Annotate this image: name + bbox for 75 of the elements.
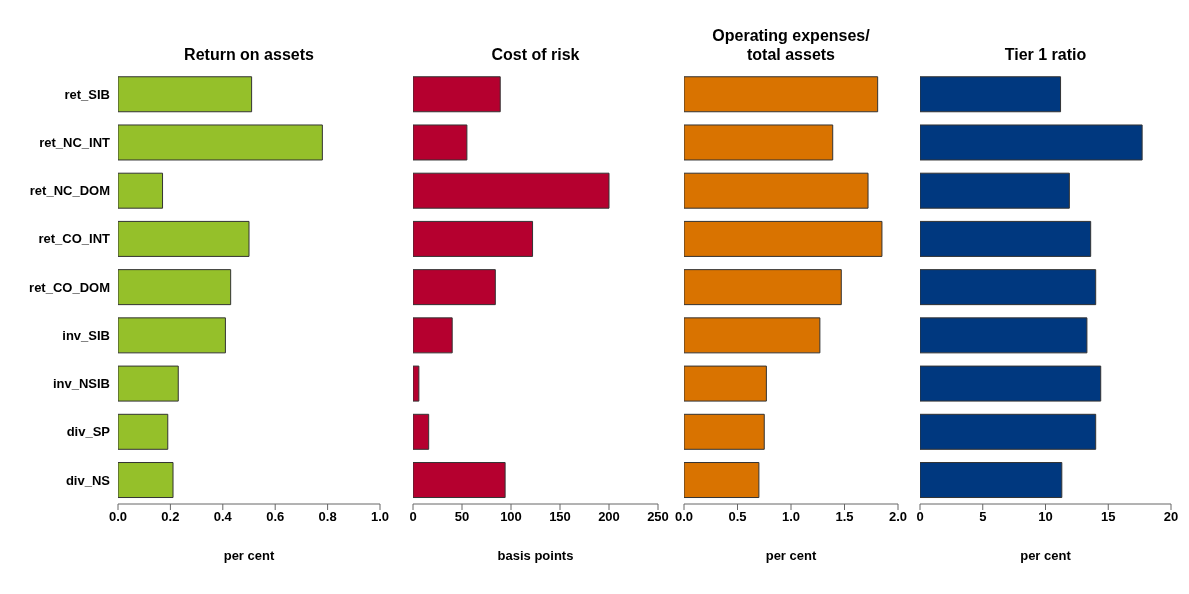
y-tick-label: ret_NC_INT <box>39 134 111 150</box>
bar <box>920 462 1063 499</box>
y-tick-label: ret_CO_DOM <box>29 279 110 295</box>
bar <box>118 269 232 306</box>
x-tick-label: 250 <box>647 509 669 525</box>
y-tick-label: div_NS <box>65 472 111 488</box>
x-tick-label: 0.6 <box>266 509 285 525</box>
bar <box>920 220 1092 257</box>
x-tick-label: 100 <box>500 509 522 525</box>
x-tick-label: 1.5 <box>835 509 854 525</box>
bar <box>413 269 496 306</box>
x-tick-label: 0.0 <box>674 509 694 525</box>
x-tick-label: 0.2 <box>161 509 180 525</box>
chart-title: Operating expenses/ total assets <box>711 26 871 64</box>
bar <box>118 124 323 161</box>
bar <box>413 365 420 402</box>
x-axis-title: basis points <box>496 548 575 563</box>
chart-title: Cost of risk <box>490 45 581 64</box>
x-tick-label: 150 <box>549 509 571 525</box>
bar <box>413 172 610 209</box>
bar <box>920 172 1070 209</box>
bar <box>118 172 164 209</box>
y-tick-label: ret_NC_DOM <box>29 183 110 199</box>
bar <box>920 124 1143 161</box>
bar <box>684 462 760 499</box>
bar <box>413 462 506 499</box>
bar <box>920 76 1062 113</box>
x-tick-label: 0.4 <box>213 509 233 525</box>
bar <box>920 365 1102 402</box>
chart-title: Tier 1 ratio <box>1003 45 1088 64</box>
x-tick-label: 10 <box>1038 509 1053 525</box>
x-tick-label: 20 <box>1163 509 1179 525</box>
x-tick-label: 5 <box>979 509 987 525</box>
bar <box>684 317 821 354</box>
bar <box>920 317 1088 354</box>
x-tick-label: 200 <box>598 509 620 525</box>
bar <box>413 317 453 354</box>
x-tick-label: 0 <box>409 509 417 525</box>
bar <box>118 413 169 450</box>
x-tick-label: 1.0 <box>370 509 390 525</box>
bar <box>684 172 869 209</box>
y-tick-label: div_SP <box>66 424 111 440</box>
y-tick-label: inv_SIB <box>62 327 110 343</box>
bar <box>920 269 1097 306</box>
bar <box>684 413 765 450</box>
x-axis-title: per cent <box>1019 548 1072 563</box>
x-tick-label: 0.8 <box>318 509 337 525</box>
y-tick-label: ret_SIB <box>64 86 110 102</box>
bar <box>413 413 430 450</box>
bar <box>413 76 501 113</box>
bar <box>118 462 174 499</box>
x-tick-label: 15 <box>1101 509 1116 525</box>
bar <box>920 413 1097 450</box>
bar <box>118 317 226 354</box>
bar <box>413 124 468 161</box>
x-tick-label: 1.0 <box>781 509 801 525</box>
chart-title: Return on assets <box>183 45 315 64</box>
bar <box>684 76 879 113</box>
bar <box>118 220 250 257</box>
x-tick-label: 0.0 <box>108 509 128 525</box>
bar <box>684 269 842 306</box>
y-tick-label: ret_CO_INT <box>38 231 111 247</box>
bar <box>413 220 534 257</box>
bar <box>684 220 883 257</box>
x-tick-label: 0.5 <box>728 509 747 525</box>
x-tick-label: 0 <box>916 509 924 525</box>
bar <box>118 365 179 402</box>
bar <box>684 124 834 161</box>
x-axis-title: per cent <box>764 548 818 563</box>
x-tick-label: 50 <box>454 509 470 525</box>
bar <box>118 76 253 113</box>
bar <box>684 365 767 402</box>
x-tick-label: 2.0 <box>888 509 908 525</box>
y-tick-label: inv_NSIB <box>52 376 110 392</box>
x-axis-title: per cent <box>222 548 276 563</box>
